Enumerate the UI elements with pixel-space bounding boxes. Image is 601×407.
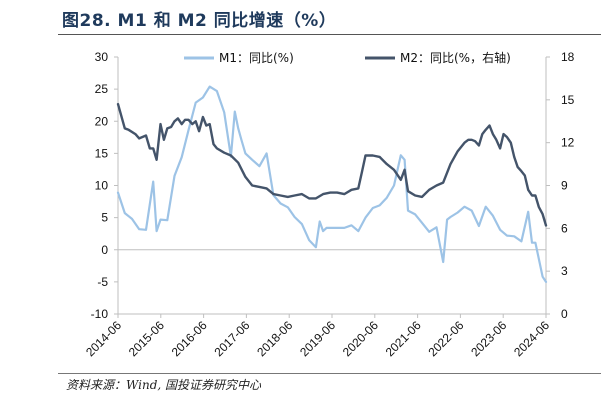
y-left-tick-label: 25 — [95, 82, 109, 96]
chart-series — [116, 85, 548, 283]
x-tick-label: 2018-06 — [254, 318, 295, 359]
title-divider — [58, 34, 601, 35]
y-right-tick-label: 6 — [561, 221, 568, 235]
y-left-tick-label: 30 — [95, 50, 109, 64]
x-tick-label: 2019-06 — [297, 318, 338, 359]
x-tick-label: 2021-06 — [383, 318, 424, 359]
x-tick-label: 2023-06 — [468, 318, 509, 359]
chart-axes: -10 -5 0 5 10 15 20 25 30 0 3 6 9 12 15 18 2014-06 2015-0… — [83, 50, 575, 359]
x-tick-label: 2024-06 — [511, 318, 552, 359]
legend-label-m2: M2：同比(%，右轴) — [400, 50, 511, 65]
figure-title: 图28. M1 和 M2 同比增速（%） — [62, 11, 337, 31]
y-left-tick-label: -5 — [97, 275, 108, 289]
chart-legend: M1：同比(%) M2：同比(%，右轴) — [184, 50, 511, 65]
y-left-tick-label: 15 — [95, 146, 109, 160]
y-right-tick-label: 18 — [561, 50, 575, 64]
m1-series-line — [116, 85, 548, 283]
x-tick-label: 2017-06 — [211, 318, 252, 359]
y-left-tick-label: 20 — [95, 114, 109, 128]
y-right-tick-label: 15 — [561, 93, 575, 107]
x-tick-label: 2016-06 — [169, 318, 210, 359]
legend-label-m1: M1：同比(%) — [219, 51, 294, 65]
y-left-tick-label: 5 — [101, 211, 108, 225]
y-left-tick-label: 10 — [95, 179, 109, 193]
y-right-tick-label: 12 — [561, 136, 575, 150]
y-left-tick-label: -10 — [91, 307, 109, 321]
source-note: 资料来源：Wind, 国投证券研究中心 — [66, 378, 262, 392]
y-right-tick-label: 9 — [561, 179, 568, 193]
x-tick-label: 2014-06 — [83, 318, 124, 359]
x-tick-label: 2020-06 — [340, 318, 381, 359]
source-divider — [58, 373, 601, 374]
y-left-tick-label: 0 — [101, 243, 108, 257]
x-tick-label: 2015-06 — [126, 318, 167, 359]
x-tick-label: 2022-06 — [425, 318, 466, 359]
y-right-tick-label: 0 — [561, 307, 568, 321]
y-right-tick-label: 3 — [561, 264, 568, 278]
m2-series-line — [116, 102, 548, 227]
